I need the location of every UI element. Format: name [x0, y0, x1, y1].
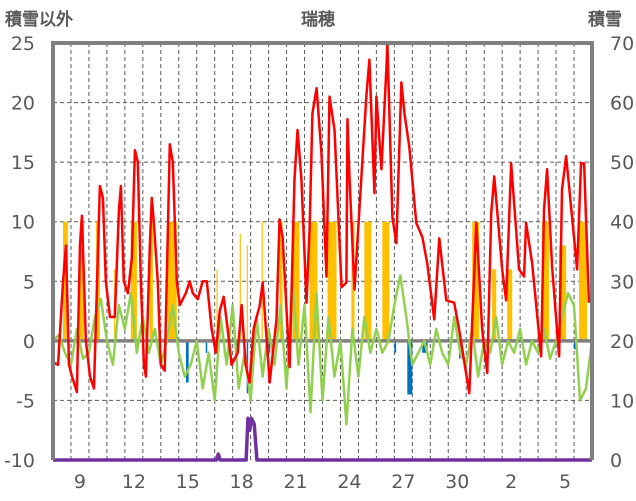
sunshine-bar	[542, 221, 550, 341]
sunshine-bar	[492, 269, 497, 341]
precipitation-bar	[205, 340, 208, 353]
plot-frame	[51, 41, 594, 460]
x-tick-label: 9	[74, 471, 86, 493]
x-tick-label: 2	[505, 471, 517, 493]
sunshine-bar	[327, 221, 337, 341]
y-right-tick-label: 40	[610, 212, 634, 234]
y-right-tick-label: 20	[610, 331, 634, 353]
x-tick-label: 5	[559, 471, 571, 493]
plot-border	[51, 41, 594, 460]
x-tick-label: 21	[283, 471, 307, 493]
sunshine-bar	[472, 221, 480, 341]
x-tick-label: 18	[230, 471, 254, 493]
sunshine-bar	[261, 221, 263, 341]
y-right-tick-label: 30	[610, 271, 634, 293]
chart-title: 瑞穂	[301, 9, 335, 30]
precipitation-bar	[394, 340, 397, 353]
sunshine-bar	[149, 221, 153, 341]
y-right-tick-label: 70	[610, 33, 634, 55]
sunshine-bar	[130, 221, 137, 341]
left-axis-label: 積雪以外	[5, 9, 73, 30]
x-tick-label: 15	[176, 471, 200, 493]
y-left-tick-label: 10	[11, 212, 35, 234]
y-left-tick-label: 5	[23, 271, 35, 293]
sunshine-bar	[79, 221, 84, 341]
x-tick-label: 12	[122, 471, 146, 493]
sunshine-bar	[279, 221, 283, 341]
y-right-tick-label: 60	[610, 93, 634, 115]
temperature-line	[52, 41, 591, 395]
sunshine-bar	[239, 233, 241, 341]
y-left-tick-label: 25	[11, 33, 35, 55]
sunshine-bar	[364, 221, 372, 341]
sunshine-bar	[246, 245, 248, 341]
y-right-tick-label: 10	[610, 390, 634, 412]
sunshine-bar	[382, 221, 390, 341]
y-left-tick-label: 0	[23, 331, 35, 353]
y-left-tick-label: 20	[11, 93, 35, 115]
precipitation-bar	[268, 340, 271, 353]
y-left-tick-label: -10	[4, 450, 35, 472]
sunshine-bar	[507, 269, 513, 341]
x-tick-label: 27	[391, 471, 415, 493]
series-lines	[52, 41, 594, 462]
sunshine-bar	[63, 221, 68, 341]
right-axis-label: 積雪	[588, 9, 622, 30]
sunshine-bar	[292, 221, 300, 341]
y-left-tick-label: 15	[11, 152, 35, 174]
sunshine-bar	[559, 245, 567, 341]
x-tick-label: 24	[337, 471, 361, 493]
precipitation-bar	[185, 340, 189, 383]
sunshine-bar	[167, 221, 177, 341]
sunshine-bar	[216, 269, 218, 341]
y-right-tick-label: 50	[610, 152, 634, 174]
snow-depth-line	[53, 416, 592, 462]
sunshine-bar	[309, 221, 318, 341]
x-tick-label: 30	[445, 471, 469, 493]
y-right-tick-label: 0	[610, 450, 622, 472]
precipitation-bar	[407, 340, 413, 395]
y-left-tick-label: -5	[16, 390, 35, 412]
precipitation-bar	[574, 340, 576, 350]
sunshine-bar	[579, 221, 587, 341]
